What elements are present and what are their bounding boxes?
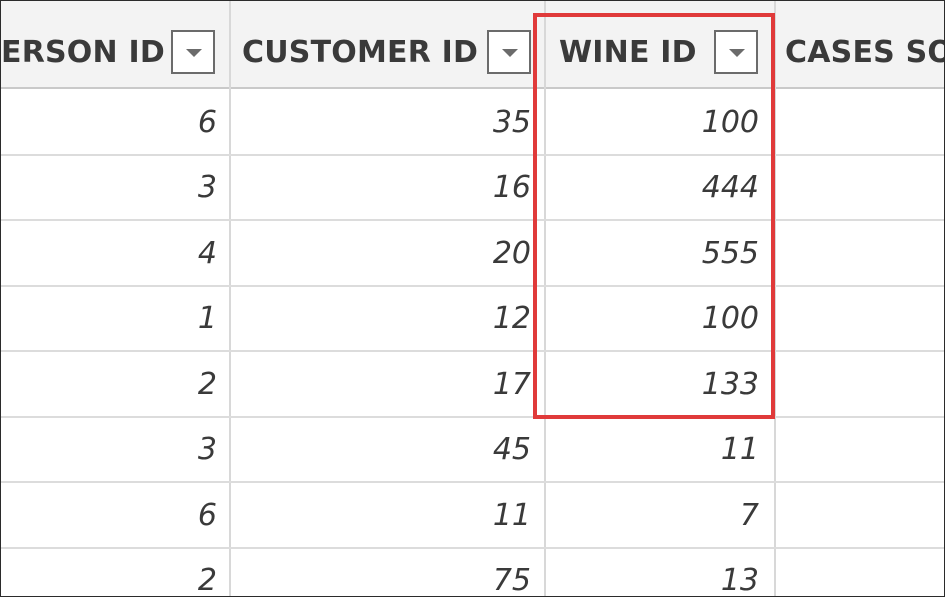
- table-cell[interactable]: 444: [701, 170, 759, 205]
- table-cell[interactable]: 3: [197, 432, 217, 467]
- header-cell-cases-sold[interactable]: CASES SOL: [775, 1, 944, 89]
- table-cell[interactable]: 35: [492, 105, 531, 140]
- table-cell[interactable]: 12: [492, 301, 531, 336]
- table-cell[interactable]: 6: [197, 105, 217, 140]
- table-cell[interactable]: 11: [720, 432, 759, 467]
- column-divider: [774, 1, 776, 596]
- row-divider: [1, 219, 944, 221]
- row-divider: [1, 481, 944, 483]
- row-divider: [1, 154, 944, 156]
- table-cell[interactable]: 17: [492, 367, 531, 402]
- header-label: CUSTOMER ID: [242, 35, 479, 70]
- table-cell[interactable]: 2: [197, 367, 217, 402]
- chevron-down-icon: [186, 49, 202, 57]
- table-cell[interactable]: 3: [197, 170, 217, 205]
- table-cell[interactable]: 75: [492, 563, 531, 597]
- table-cell[interactable]: 6: [197, 498, 217, 533]
- filter-dropdown-button[interactable]: [171, 30, 215, 74]
- column-divider: [229, 1, 231, 596]
- header-cell-salesperson-id[interactable]: ERSON ID: [1, 1, 230, 89]
- header-label: ERSON ID: [1, 35, 165, 70]
- table-cell[interactable]: 16: [492, 170, 531, 205]
- table-cell[interactable]: 100: [701, 105, 759, 140]
- table-cell[interactable]: 13: [720, 563, 759, 597]
- table-cell[interactable]: 4: [197, 236, 217, 271]
- table-cell[interactable]: 7: [739, 498, 759, 533]
- table-cell[interactable]: 2: [197, 563, 217, 597]
- row-divider: [1, 350, 944, 352]
- filter-dropdown-button[interactable]: [714, 30, 758, 74]
- table-cell[interactable]: 11: [492, 498, 531, 533]
- header-label: CASES SOL: [785, 35, 944, 70]
- row-divider: [1, 285, 944, 287]
- table-cell[interactable]: 1: [197, 301, 217, 336]
- chevron-down-icon: [502, 49, 518, 57]
- row-divider: [1, 416, 944, 418]
- column-divider: [544, 1, 546, 596]
- table-cell[interactable]: 20: [492, 236, 531, 271]
- filter-dropdown-button[interactable]: [487, 30, 531, 74]
- header-label: WINE ID: [559, 35, 697, 70]
- table-cell[interactable]: 555: [701, 236, 759, 271]
- table-cell[interactable]: 100: [701, 301, 759, 336]
- header-cell-wine-id[interactable]: WINE ID: [545, 1, 775, 89]
- table-cell[interactable]: 133: [701, 367, 759, 402]
- row-divider: [1, 547, 944, 549]
- chevron-down-icon: [729, 49, 745, 57]
- header-cell-customer-id[interactable]: CUSTOMER ID: [230, 1, 545, 89]
- table-cell[interactable]: 45: [492, 432, 531, 467]
